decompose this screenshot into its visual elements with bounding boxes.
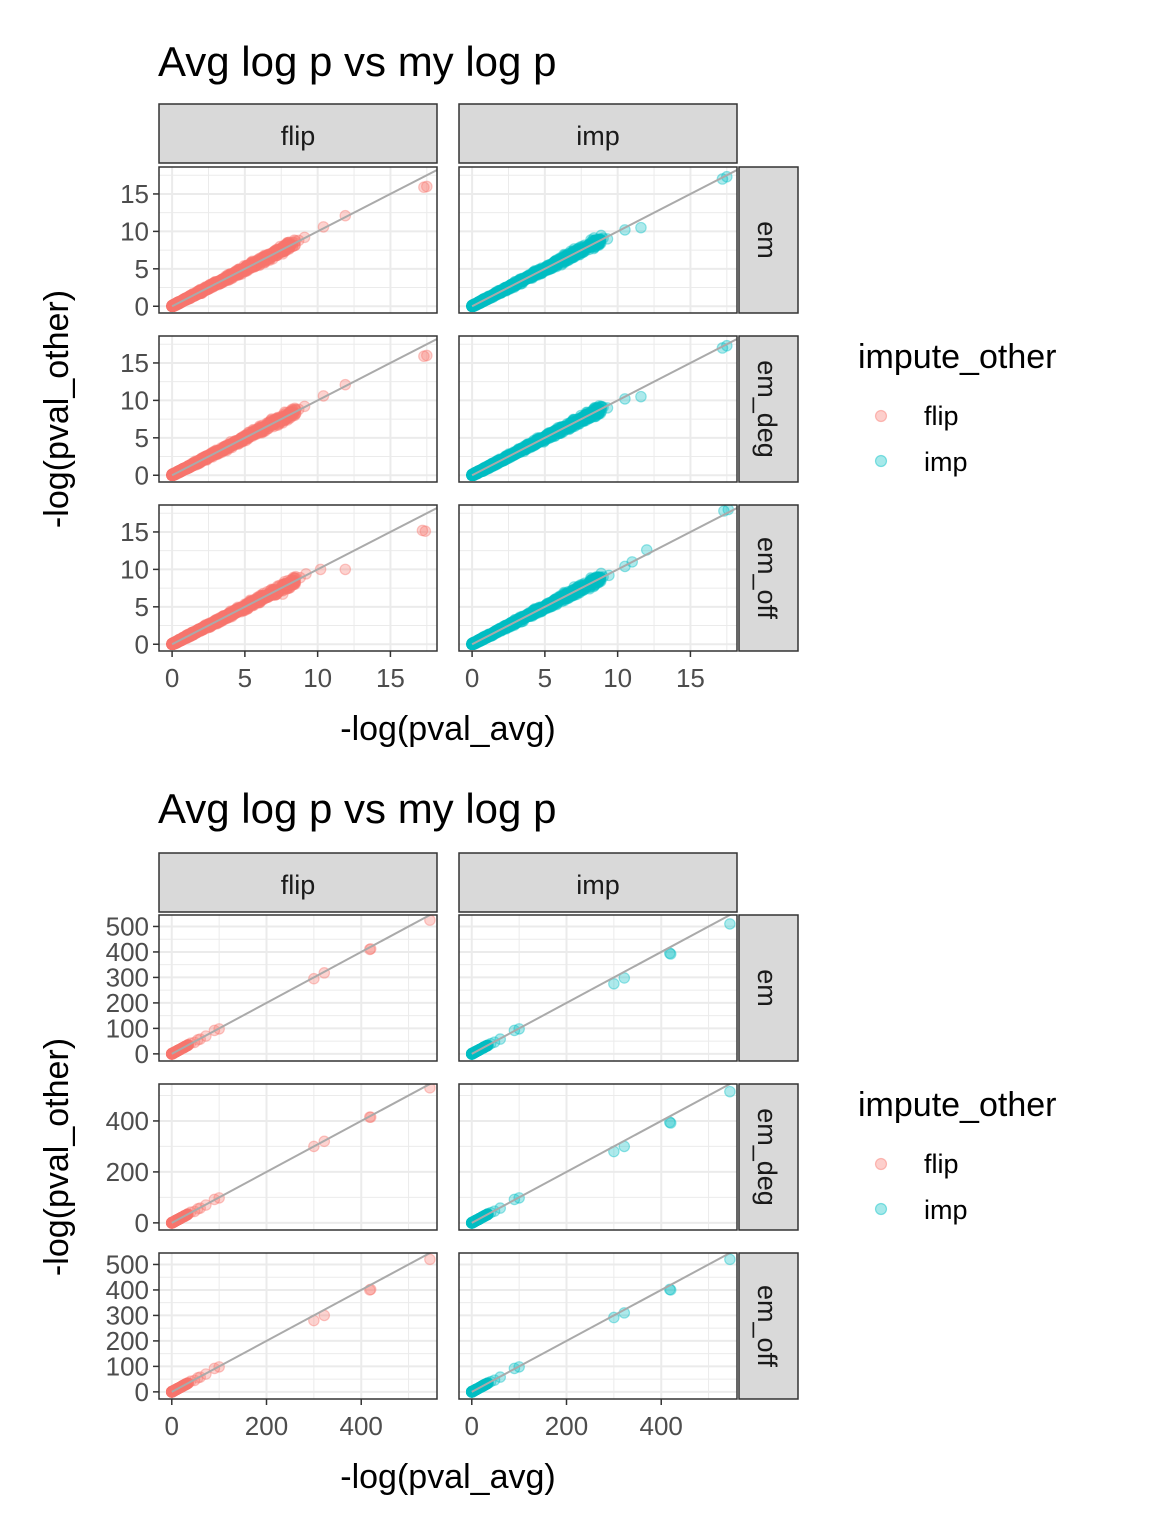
figure-1: Avg log p vs my log p flip imp em em_deg… — [38, 38, 1056, 748]
strip-col-imp-label: imp — [576, 121, 620, 151]
strip-row-em — [738, 166, 799, 314]
strip-col-flip-label: flip — [281, 121, 316, 151]
y-tick-label: 5 — [135, 254, 149, 284]
strip-row-em-label: em — [752, 221, 782, 259]
strip-row-em-deg — [738, 335, 799, 483]
y-tick-label: 5 — [135, 423, 149, 453]
strip-row-em-off-label: em_off — [752, 537, 782, 620]
data-point — [635, 221, 647, 234]
data-point — [421, 180, 433, 193]
strip-row-em-off — [738, 504, 799, 652]
strip-col-flip — [158, 103, 438, 164]
y-tick-label: 15 — [120, 348, 149, 378]
panel-flip-em: 0 5 10 15 — [120, 166, 438, 321]
y-tick-label: 0 — [135, 291, 149, 321]
y-tick-label: 10 — [120, 385, 149, 415]
strip-col-imp — [458, 103, 738, 164]
plot-title: Avg log p vs my log p — [158, 38, 556, 85]
gridlines — [159, 167, 437, 313]
y-tick-label: 15 — [120, 179, 149, 209]
y-tick-label: 0 — [135, 460, 149, 490]
y-tick-label: 10 — [120, 216, 149, 246]
strip-row-em-deg-label: em_deg — [752, 360, 782, 458]
data-point — [421, 349, 433, 362]
